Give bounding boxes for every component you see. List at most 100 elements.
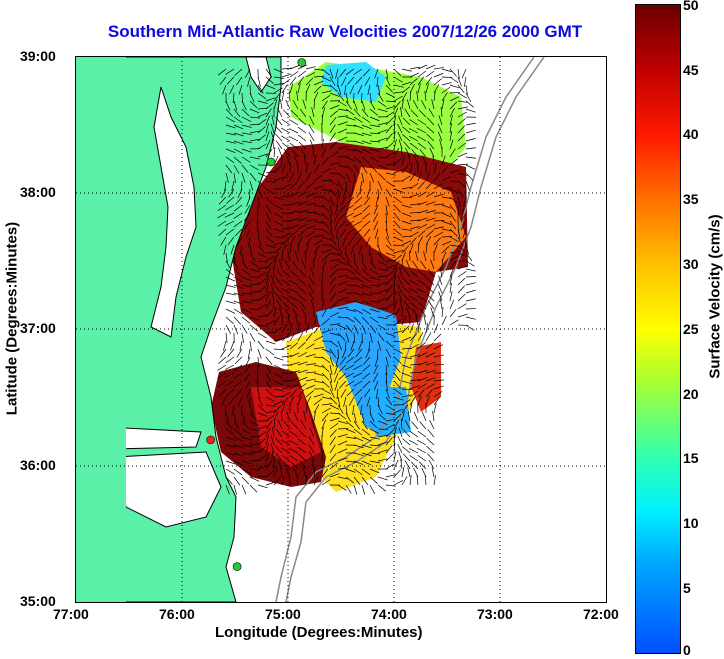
velocity-arrow xyxy=(385,204,388,215)
velocity-arrow xyxy=(337,172,347,180)
velocity-arrow xyxy=(225,260,232,270)
velocity-arrow xyxy=(425,243,428,254)
velocity-arrow xyxy=(369,420,378,429)
velocity-arrow xyxy=(429,419,435,430)
velocity-arrow xyxy=(321,100,328,110)
velocity-arrow xyxy=(297,134,307,142)
velocity-arrow xyxy=(281,287,291,294)
station-marker-south[interactable] xyxy=(232,562,242,571)
velocity-arrow xyxy=(233,460,244,466)
velocity-arrow xyxy=(361,452,372,457)
velocity-arrow xyxy=(433,385,444,390)
velocity-arrow xyxy=(353,412,357,423)
velocity-arrow xyxy=(225,292,236,296)
velocity-arrow xyxy=(329,263,339,270)
velocity-arrow xyxy=(309,139,315,150)
velocity-arrow xyxy=(393,380,402,389)
velocity-arrow xyxy=(348,396,355,406)
velocity-arrow xyxy=(265,443,269,454)
velocity-arrow xyxy=(441,259,444,270)
velocity-arrow xyxy=(281,396,289,406)
velocity-arrow xyxy=(377,84,381,95)
velocity-arrow xyxy=(377,137,388,142)
velocity-arrow xyxy=(393,260,400,270)
velocity-arrow xyxy=(313,380,324,384)
station-marker-outer-banks[interactable] xyxy=(206,435,215,445)
velocity-arrow xyxy=(257,356,260,367)
station-marker-delmarva[interactable] xyxy=(266,157,276,167)
velocity-arrow xyxy=(228,188,235,198)
velocity-arrow xyxy=(369,172,375,183)
velocity-arrow xyxy=(281,250,283,262)
velocity-arrow xyxy=(457,313,468,318)
velocity-arrow xyxy=(313,220,324,224)
velocity-arrow xyxy=(433,78,442,86)
velocity-arrow xyxy=(289,474,291,486)
velocity-arrow xyxy=(353,252,356,263)
velocity-arrow xyxy=(289,361,300,366)
velocity-arrow xyxy=(338,220,347,229)
velocity-arrow xyxy=(353,484,358,495)
velocity-arrow xyxy=(225,468,235,475)
velocity-arrow xyxy=(297,352,308,358)
velocity-arrow xyxy=(239,340,243,351)
velocity-arrow xyxy=(305,231,315,238)
velocity-arrow xyxy=(321,236,332,241)
velocity-arrow xyxy=(457,244,466,253)
velocity-arrow xyxy=(313,244,321,254)
velocity-arrow xyxy=(401,196,412,199)
velocity-arrow xyxy=(273,220,284,226)
velocity-arrow xyxy=(441,99,445,110)
velocity-arrow xyxy=(321,68,331,76)
station-marker-north[interactable] xyxy=(297,58,307,67)
velocity-arrow xyxy=(345,428,356,434)
velocity-arrow xyxy=(409,78,418,86)
velocity-arrow xyxy=(361,300,372,305)
velocity-arrow xyxy=(305,72,316,78)
velocity-arrow xyxy=(441,228,452,232)
velocity-arrow xyxy=(289,71,299,78)
velocity-arrow xyxy=(432,411,435,422)
velocity-arrow xyxy=(433,396,441,406)
velocity-arrow xyxy=(337,274,348,278)
velocity-arrow xyxy=(461,204,467,215)
velocity-arrow xyxy=(417,383,427,390)
velocity-arrow xyxy=(385,285,393,294)
velocity-arrow xyxy=(449,131,453,142)
velocity-arrow xyxy=(353,364,363,371)
velocity-arrow xyxy=(329,380,333,391)
velocity-arrow xyxy=(265,131,270,142)
velocity-arrow xyxy=(404,108,411,118)
velocity-arrow xyxy=(375,196,379,207)
velocity-arrow xyxy=(393,480,404,486)
velocity-arrow xyxy=(225,428,235,435)
velocity-arrow xyxy=(337,467,348,470)
velocity-arrow xyxy=(361,484,366,495)
velocity-arrow xyxy=(289,224,300,230)
velocity-arrow xyxy=(283,461,291,470)
map-plot-area[interactable] xyxy=(75,56,607,603)
velocity-arrow xyxy=(425,210,436,214)
velocity-arrow xyxy=(373,380,379,391)
velocity-arrow xyxy=(265,108,272,118)
velocity-arrow xyxy=(329,141,338,150)
velocity-arrow xyxy=(298,453,307,462)
velocity-arrow xyxy=(257,271,267,278)
velocity-arrow xyxy=(437,123,443,134)
velocity-arrow xyxy=(281,315,284,326)
velocity-arrow xyxy=(329,162,340,166)
velocity-arrow xyxy=(275,428,283,438)
velocity-arrow xyxy=(329,312,340,318)
velocity-arrow xyxy=(421,99,427,110)
velocity-arrow xyxy=(313,80,324,86)
velocity-arrow xyxy=(361,412,365,423)
velocity-arrow xyxy=(280,99,283,110)
velocity-arrow xyxy=(281,232,292,238)
velocity-arrow xyxy=(365,348,371,359)
velocity-arrow xyxy=(393,204,401,213)
velocity-arrow xyxy=(297,171,302,182)
velocity-arrow xyxy=(276,268,283,278)
velocity-arrow xyxy=(281,173,289,182)
velocity-arrow xyxy=(273,259,277,270)
velocity-arrow xyxy=(249,299,260,302)
